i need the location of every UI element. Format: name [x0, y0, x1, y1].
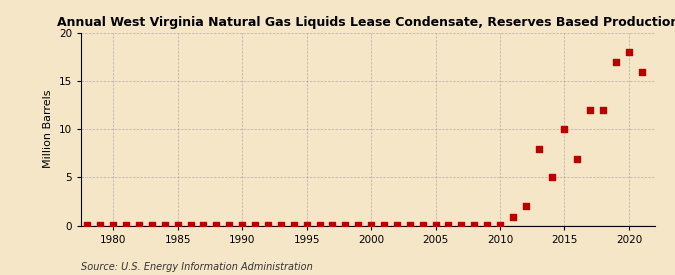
Point [495, 223, 506, 227]
Point [134, 223, 144, 227]
Point [456, 223, 466, 227]
Point [185, 223, 196, 227]
Text: Source: U.S. Energy Information Administration: Source: U.S. Energy Information Administ… [81, 262, 313, 272]
Point [520, 204, 531, 208]
Y-axis label: Million Barrels: Million Barrels [43, 90, 53, 169]
Point [327, 223, 338, 227]
Point [404, 223, 415, 227]
Point [559, 127, 570, 131]
Point [263, 223, 273, 227]
Point [237, 223, 248, 227]
Point [353, 223, 364, 227]
Point [211, 223, 222, 227]
Point [585, 108, 595, 112]
Point [198, 223, 209, 227]
Point [250, 223, 261, 227]
Point [379, 223, 389, 227]
Point [82, 223, 93, 227]
Point [159, 223, 170, 227]
Point [314, 223, 325, 227]
Point [443, 223, 454, 227]
Point [546, 175, 557, 180]
Point [95, 223, 106, 227]
Point [533, 146, 544, 151]
Point [611, 60, 622, 64]
Point [417, 223, 428, 227]
Point [430, 223, 441, 227]
Point [482, 223, 493, 227]
Point [366, 223, 377, 227]
Point [508, 214, 518, 219]
Point [275, 223, 286, 227]
Point [146, 223, 157, 227]
Point [624, 50, 634, 54]
Title: Annual West Virginia Natural Gas Liquids Lease Condensate, Reserves Based Produc: Annual West Virginia Natural Gas Liquids… [57, 16, 675, 29]
Point [392, 223, 402, 227]
Point [69, 223, 80, 227]
Point [172, 223, 183, 227]
Point [637, 69, 647, 74]
Point [469, 223, 480, 227]
Point [340, 223, 351, 227]
Point [572, 157, 583, 161]
Point [301, 223, 312, 227]
Point [224, 223, 235, 227]
Point [108, 223, 119, 227]
Point [598, 108, 609, 112]
Point [288, 223, 299, 227]
Point [121, 223, 132, 227]
